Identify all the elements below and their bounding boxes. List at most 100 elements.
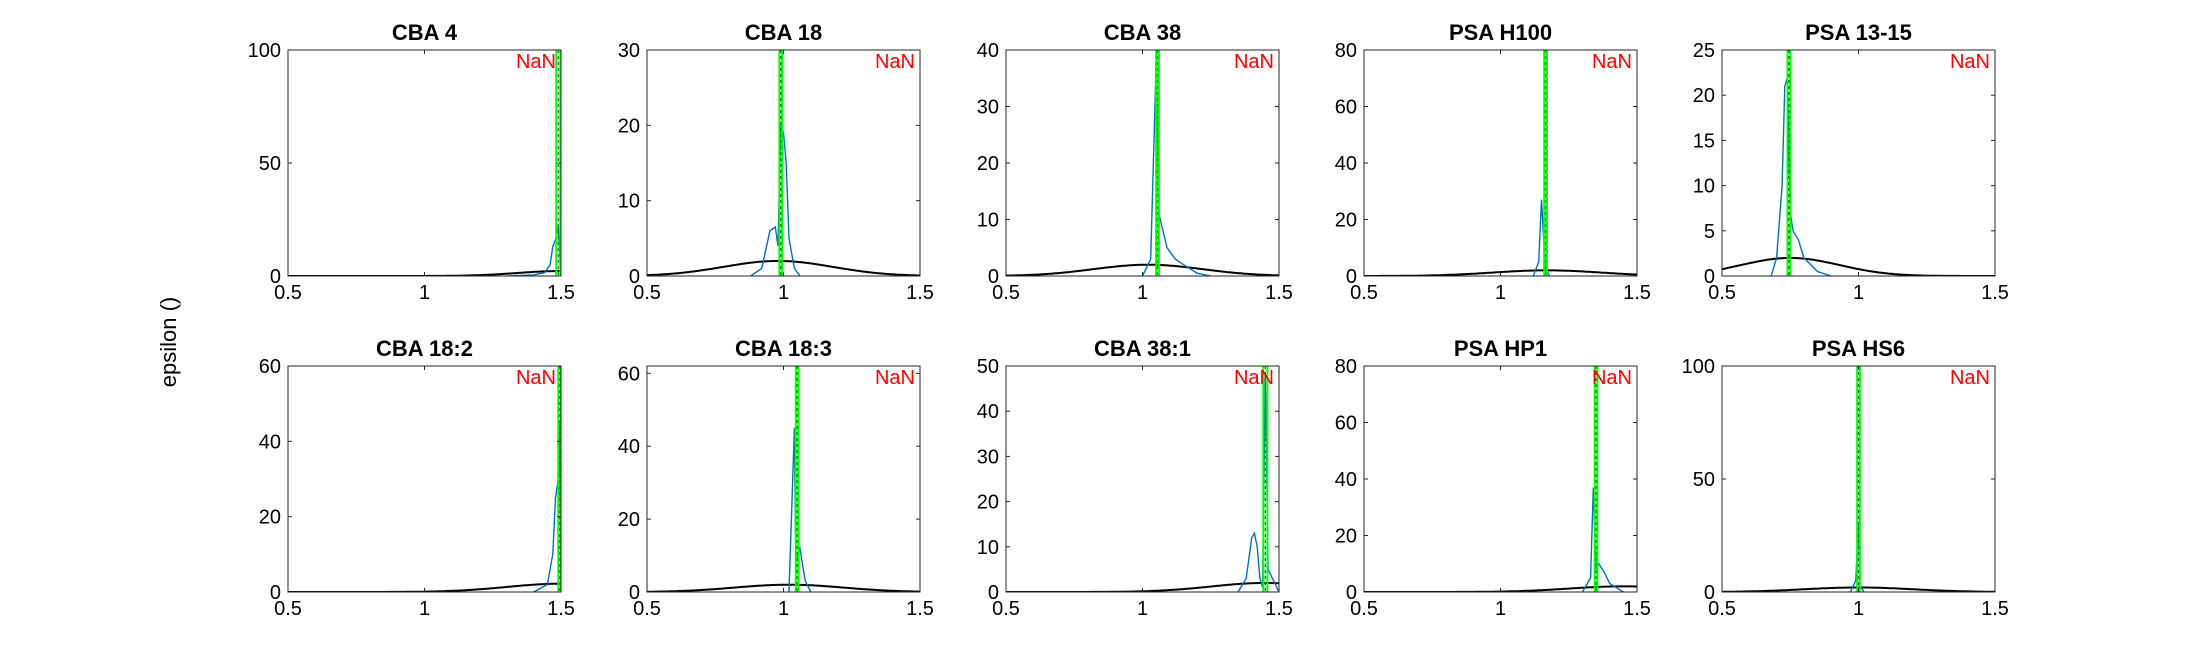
y-tick-label: 30 xyxy=(618,40,640,62)
nan-annotation: NaN xyxy=(1592,51,1632,73)
series-group xyxy=(1722,366,1995,592)
subplot-4: 0.5 1 1.5 0 20 40 60 80 PSA H100 NaN xyxy=(1335,20,1651,304)
nan-annotation: NaN xyxy=(875,51,915,73)
y-tick-label: 40 xyxy=(259,431,281,453)
subplot-title: CBA 38:1 xyxy=(1094,336,1191,361)
y-tick-label: 15 xyxy=(1693,130,1715,152)
shared-y-axis-label: epsilon () xyxy=(156,297,181,387)
y-tick-label: 20 xyxy=(977,153,999,175)
x-tick-label: 1 xyxy=(1495,598,1506,620)
y-tick-label: 40 xyxy=(618,436,640,458)
x-tick-label: 1.5 xyxy=(906,598,934,620)
y-tick-label: 50 xyxy=(259,153,281,175)
subplot-title: CBA 18:3 xyxy=(735,336,832,361)
x-tick-label: 0.5 xyxy=(1350,598,1378,620)
x-tick-label: 1.5 xyxy=(547,282,575,304)
y-tick-label: 0 xyxy=(629,266,640,288)
x-tick-label: 0.5 xyxy=(992,598,1020,620)
subplot-title: CBA 4 xyxy=(392,20,458,45)
y-tick-label: 0 xyxy=(1704,582,1715,604)
y-tick-label: 60 xyxy=(618,363,640,385)
x-tick-label: 1.5 xyxy=(1265,598,1293,620)
y-tick-label: 100 xyxy=(248,40,281,62)
nan-annotation: NaN xyxy=(875,367,915,389)
subplot-5: 0.5 1 1.5 0 5 10 15 20 25 PSA 13-15 NaN xyxy=(1693,20,2009,304)
y-tick-label: 20 xyxy=(618,115,640,137)
y-tick-label: 80 xyxy=(1335,356,1357,378)
y-tick-label: 10 xyxy=(1693,176,1715,198)
x-tick-label: 1.5 xyxy=(547,598,575,620)
series-group xyxy=(1006,50,1279,276)
x-tick-label: 1 xyxy=(1495,282,1506,304)
posterior-histogram-line xyxy=(750,125,801,276)
x-tick-label: 1 xyxy=(419,282,430,304)
nan-annotation: NaN xyxy=(1234,51,1274,73)
prior-density-curve xyxy=(1006,263,1279,276)
y-tick-label: 20 xyxy=(1335,526,1357,548)
x-tick-label: 0.5 xyxy=(633,282,661,304)
x-tick-label: 1 xyxy=(419,598,430,620)
subplot-title: PSA HS6 xyxy=(1812,336,1905,361)
y-tick-label: 20 xyxy=(1693,85,1715,107)
y-tick-label: 0 xyxy=(270,266,281,288)
subplot-8: 0.5 1 1.5 0 10 20 30 40 50 CBA 38:1 NaN xyxy=(977,336,1293,620)
x-tick-label: 1.5 xyxy=(906,282,934,304)
y-tick-label: 60 xyxy=(1335,413,1357,435)
subplot-10: 0.5 1 1.5 0 50 100 PSA HS6 NaN xyxy=(1682,336,2009,620)
y-tick-label: 50 xyxy=(977,356,999,378)
subplot-6: 0.5 1 1.5 0 20 40 60 CBA 18:2 NaN xyxy=(259,336,575,620)
posterior-histogram-line xyxy=(506,226,561,276)
plot-area xyxy=(1006,366,1279,592)
series-group xyxy=(288,50,561,276)
subplot-1: 0.5 1 1.5 0 50 100 CBA 4 NaN xyxy=(248,20,575,304)
nan-annotation: NaN xyxy=(516,51,556,73)
y-tick-label: 30 xyxy=(977,446,999,468)
x-tick-label: 1 xyxy=(778,598,789,620)
subplot-3: 0.5 1 1.5 0 10 20 30 40 CBA 38 NaN xyxy=(977,20,1293,304)
prior-density-curve xyxy=(1722,586,1995,592)
plot-area xyxy=(1364,50,1637,276)
x-tick-label: 1 xyxy=(1853,282,1864,304)
x-tick-label: 1.5 xyxy=(1981,282,2009,304)
x-tick-label: 0.5 xyxy=(1708,282,1736,304)
plot-area xyxy=(288,366,561,592)
subplot-7: 0.5 1 1.5 0 20 40 60 CBA 18:3 NaN xyxy=(618,336,934,620)
x-tick-label: 1.5 xyxy=(1623,598,1651,620)
x-tick-label: 1.5 xyxy=(1265,282,1293,304)
x-tick-label: 0.5 xyxy=(1350,282,1378,304)
y-tick-label: 60 xyxy=(1335,97,1357,119)
subplot-2: 0.5 1 1.5 0 10 20 30 CBA 18 NaN xyxy=(618,20,934,304)
subplot-title: PSA 13-15 xyxy=(1805,20,1912,45)
y-tick-label: 50 xyxy=(1693,469,1715,491)
y-tick-label: 10 xyxy=(618,191,640,213)
prior-density-curve xyxy=(288,270,561,276)
subplot-title: CBA 18:2 xyxy=(376,336,473,361)
y-tick-label: 40 xyxy=(1335,153,1357,175)
subplot-title: CBA 18 xyxy=(745,20,822,45)
plot-area xyxy=(1006,50,1279,276)
y-tick-label: 20 xyxy=(977,492,999,514)
y-tick-label: 30 xyxy=(977,97,999,119)
x-tick-label: 1.5 xyxy=(1981,598,2009,620)
y-tick-label: 5 xyxy=(1704,221,1715,243)
x-tick-label: 1 xyxy=(1853,598,1864,620)
subplot-title: CBA 38 xyxy=(1104,20,1181,45)
series-group xyxy=(647,366,920,592)
y-tick-label: 0 xyxy=(988,582,999,604)
x-tick-label: 1 xyxy=(1137,282,1148,304)
y-tick-label: 0 xyxy=(1346,582,1357,604)
y-tick-label: 100 xyxy=(1682,356,1715,378)
nan-annotation: NaN xyxy=(1592,367,1632,389)
x-tick-label: 0.5 xyxy=(1708,598,1736,620)
y-tick-label: 20 xyxy=(1335,210,1357,232)
plot-area xyxy=(288,50,561,276)
x-tick-label: 1 xyxy=(778,282,789,304)
subplot-title: PSA H100 xyxy=(1449,20,1552,45)
prior-density-curve xyxy=(647,583,920,592)
y-tick-label: 60 xyxy=(259,356,281,378)
subplot-title: PSA HP1 xyxy=(1454,336,1547,361)
y-tick-label: 0 xyxy=(1346,266,1357,288)
nan-annotation: NaN xyxy=(1234,367,1274,389)
x-tick-label: 0.5 xyxy=(274,282,302,304)
